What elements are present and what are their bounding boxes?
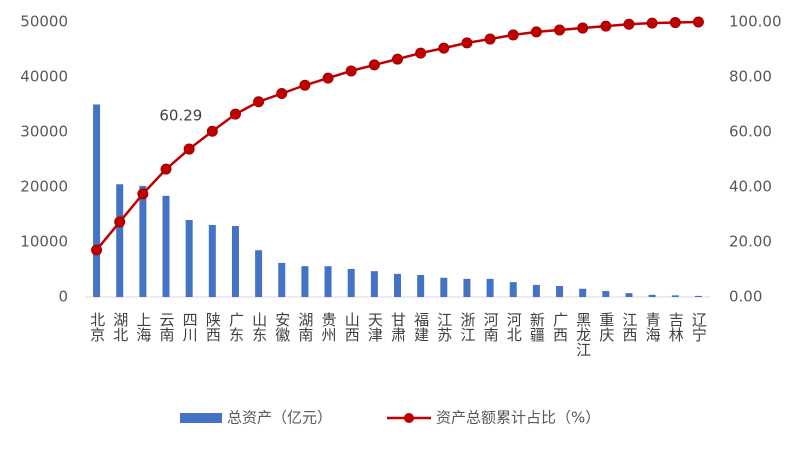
bar [648,294,656,297]
y2-tick-label: 20.00 [729,233,772,251]
bar [532,284,540,297]
line-marker [461,37,473,49]
x-tick-label: 湖北 [111,312,129,342]
bar [486,278,494,297]
line-marker [392,53,403,65]
line-marker [530,26,542,38]
bar [694,295,702,297]
x-tick-label: 四川 [181,312,199,342]
x-tick-label: 广东 [227,312,245,342]
data-label: 60.29 [159,107,202,125]
x-tick-label: 浙江 [458,312,476,342]
bar [93,104,101,297]
line-marker [438,42,450,54]
legend-swatch [180,413,222,423]
legend-swatch [404,413,414,423]
line-marker [577,22,589,34]
y2-tick-label: 100.00 [729,13,782,31]
bar [208,224,216,297]
bar [394,273,401,297]
line-marker [669,17,681,29]
x-tick-label: 甘肃 [389,312,407,342]
x-tick-label: 安徽 [273,312,291,342]
line-marker [114,216,126,228]
line-marker [600,20,612,32]
line-marker [507,29,519,41]
line-marker [322,72,334,84]
x-tick-label: 吉林 [667,312,685,342]
line-marker [253,96,265,108]
y-tick-label: 0 [58,288,68,306]
x-tick-label: 山西 [343,312,361,342]
y2-tick-label: 40.00 [729,178,772,196]
line-marker [415,47,427,59]
y2-tick-label: 0.00 [729,288,762,306]
bar [556,286,564,297]
bar [347,268,355,297]
line-marker [160,163,172,175]
legend-label: 总资产（亿元） [227,409,332,427]
y-tick-label: 50000 [20,13,68,31]
line-marker [206,125,218,137]
line-marker [91,244,103,256]
bar [671,295,679,297]
line-marker [368,59,380,71]
x-tick-label: 青海 [644,312,662,342]
bar [463,278,471,297]
line-marker [484,33,496,45]
legend-label: 资产总额累计占比（%） [436,409,600,427]
x-tick-label: 天津 [366,312,384,342]
y-tick-label: 10000 [20,233,68,251]
bar [370,271,378,297]
x-tick-label: 江苏 [435,312,453,343]
x-tick-label: 贵州 [320,312,338,342]
x-tick-label: 陕西 [204,312,222,342]
line-marker [299,79,311,91]
y-tick-label: 40000 [20,68,68,86]
line-marker [137,188,149,200]
bar [509,282,517,297]
line-marker [345,65,357,77]
bar [278,262,286,297]
x-tick-label: 黑龙江 [574,312,592,357]
bar [579,288,587,297]
x-tick-label: 云南 [158,312,176,342]
x-tick-label: 重庆 [597,312,615,342]
bar [162,195,170,297]
line-marker [229,108,241,120]
bar [324,266,332,297]
y-tick-label: 20000 [20,178,68,196]
x-tick-label: 山东 [250,312,268,342]
x-tick-label: 湖南 [296,312,314,342]
bar [116,184,124,297]
line-marker [623,18,635,30]
line-marker [646,17,658,29]
line-marker [554,24,566,36]
y-tick-label: 30000 [20,123,68,141]
bar [417,275,425,297]
line-marker [692,16,704,28]
line-marker [183,143,195,155]
x-tick-label: 辽宁 [690,312,708,342]
y2-tick-label: 60.00 [729,123,772,141]
bar [185,220,193,297]
x-tick-label: 河南 [482,312,500,342]
bar [301,266,309,297]
x-tick-label: 福建 [412,312,430,342]
x-tick-label: 河北 [505,312,523,342]
line-marker [276,88,288,99]
x-tick-label: 北京 [88,312,106,343]
bar [231,226,239,297]
bar [602,290,610,297]
x-tick-label: 广西 [551,312,569,342]
bar [139,185,147,297]
y2-tick-label: 80.00 [729,68,772,86]
bar [440,277,448,297]
bar [625,293,633,297]
x-tick-label: 江西 [620,312,638,342]
x-tick-label: 上海 [134,312,152,342]
bar [255,250,263,297]
x-tick-label: 新疆 [528,312,546,342]
